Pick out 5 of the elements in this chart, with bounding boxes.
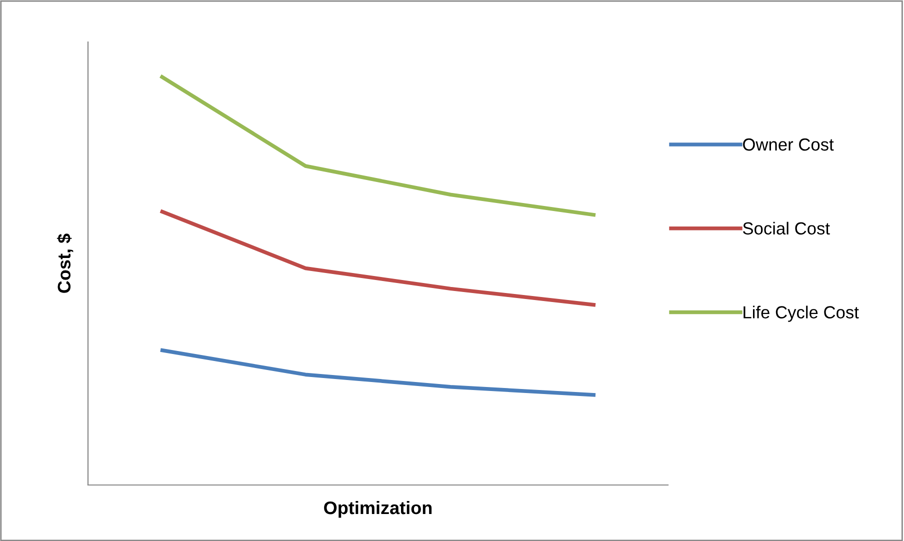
y-axis-title: Cost, $	[56, 234, 74, 293]
legend-label: Social Cost	[742, 222, 830, 235]
legend-label: Owner Cost	[743, 138, 834, 151]
x-axis-title: Optimization	[324, 500, 432, 518]
legend-label: Life Cycle Cost	[744, 306, 859, 322]
